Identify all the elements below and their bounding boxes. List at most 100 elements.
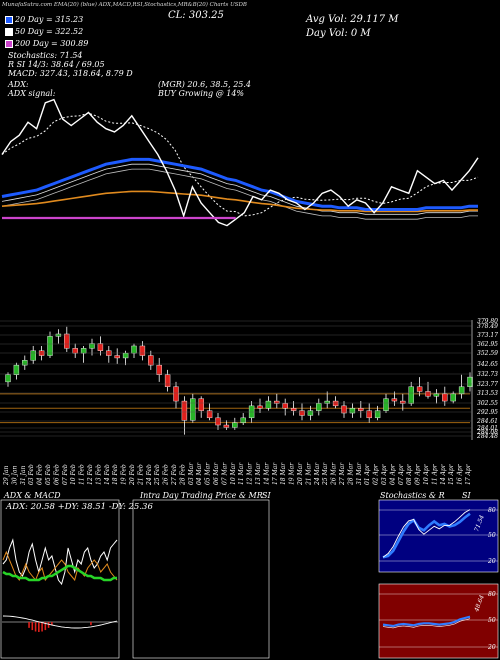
rsi-level-label: 20 xyxy=(487,644,496,651)
candle-body xyxy=(374,410,381,419)
candle-body xyxy=(13,364,20,375)
date-tick-label: 11 Mar xyxy=(238,462,245,485)
date-tick-label: 10 Mar xyxy=(230,462,237,485)
price-tick-label: 378.49 xyxy=(477,323,498,330)
candle-body xyxy=(173,386,179,402)
date-tick-label: 30 Jan xyxy=(11,465,18,485)
candle-body xyxy=(265,400,272,409)
date-tick-label: 19 Mar xyxy=(289,462,296,485)
date-tick-label: 10 Feb xyxy=(70,464,77,485)
price-tick-label: 284.08 xyxy=(476,429,498,436)
date-tick-label: 18 Mar xyxy=(280,462,287,485)
candle-body xyxy=(181,400,188,421)
ribbon-line-2 xyxy=(1,168,478,220)
date-tick-label: 03 Mar xyxy=(188,462,195,485)
ema50-swatch xyxy=(5,28,13,36)
date-tick-label: 14 Mar xyxy=(263,462,270,485)
price-tick-label: 352.59 xyxy=(477,350,498,357)
date-tick-label: 28 Feb xyxy=(179,464,186,486)
candle-body xyxy=(450,393,456,402)
date-tick-label: 06 Feb xyxy=(53,464,60,485)
candle-body xyxy=(206,410,213,419)
macd-readout: MACD: 327.43, 318.64, 8.79 D xyxy=(8,69,133,78)
date-tick-label: 14 Feb xyxy=(104,464,111,485)
date-tick-label: 05 Feb xyxy=(45,464,52,485)
candlestick-chart xyxy=(0,326,473,435)
price-tick-label: 292.95 xyxy=(476,409,498,416)
date-tick-label: 05 Mar xyxy=(205,462,212,485)
ticker-strip: MunafaSutra.com EMA(20) (blue) ADX,MACD,… xyxy=(2,2,247,8)
date-tick-label: 13 Mar xyxy=(255,462,262,485)
date-tick-label: 14 Apr xyxy=(440,463,447,485)
date-tick-label: 10 Apr xyxy=(423,463,430,485)
date-tick-label: 18 Feb xyxy=(112,464,119,485)
date-tick-label: 16 Apr xyxy=(457,463,464,485)
candle-body xyxy=(89,343,95,349)
rsi-signal-line xyxy=(382,618,471,629)
date-tick-label: 07 Feb xyxy=(62,464,69,485)
candle-body xyxy=(215,417,221,426)
candle-body xyxy=(139,345,146,356)
candle-body xyxy=(400,400,406,404)
date-tick-label: 07 Apr xyxy=(398,463,405,485)
macd-line xyxy=(2,615,118,629)
candle-body xyxy=(324,400,330,404)
date-tick-label: 29 Jan xyxy=(3,465,10,486)
day-volume: Day Vol: 0 M xyxy=(306,28,371,39)
stoch-title-si: SI xyxy=(462,491,471,500)
candle-body xyxy=(358,408,364,411)
intraday-title-si: SI xyxy=(262,491,271,500)
date-tick-label: 17 Apr xyxy=(465,463,472,485)
candle-body xyxy=(164,374,171,387)
candle-body xyxy=(408,386,414,404)
ema200-swatch xyxy=(5,40,13,48)
date-tick-label: 12 Feb xyxy=(87,464,94,485)
candle-body xyxy=(198,398,204,411)
price-tick-label: 342.65 xyxy=(477,361,498,368)
date-tick-label: 31 Mar xyxy=(356,462,363,485)
candle-body xyxy=(114,355,120,359)
date-tick-label: 28 Mar xyxy=(347,462,354,486)
candle-body xyxy=(383,398,389,411)
date-tick-label: 13 Feb xyxy=(95,464,102,485)
ema20-value: 20 Day = 315.23 xyxy=(15,15,84,24)
price-tick-label: 313.53 xyxy=(477,390,498,397)
ema20-line xyxy=(1,157,478,211)
date-tick-label: 24 Feb xyxy=(146,464,153,486)
candle-body xyxy=(240,417,246,423)
rsi-line xyxy=(382,615,471,628)
ema200-value: 200 Day = 300.89 xyxy=(15,39,89,48)
adx-readout: ADX: 20.58 +DY: 38.51 -DY: 25.36 xyxy=(6,502,153,512)
candle-body xyxy=(391,398,398,402)
date-tick-label: 03 Feb xyxy=(28,464,35,485)
price-tick-label: 373.17 xyxy=(477,332,498,339)
intraday-panel-frame xyxy=(132,499,270,659)
candle-body xyxy=(290,408,297,411)
candle-body xyxy=(442,393,448,402)
price-tick-label: 302.55 xyxy=(477,400,498,407)
candle-body xyxy=(467,376,473,387)
date-tick-label: 25 Feb xyxy=(154,464,161,486)
date-tick-label: 27 Feb xyxy=(171,464,178,486)
price-tick-label: 332.73 xyxy=(477,371,498,378)
date-tick-label: 06 Mar xyxy=(213,462,220,485)
candle-body xyxy=(30,350,36,361)
candle-body xyxy=(47,336,53,356)
candle-body xyxy=(425,391,431,397)
date-tick-label: 04 Apr xyxy=(389,463,396,485)
candle-body xyxy=(232,422,238,428)
price-tick-label: 323.77 xyxy=(477,381,498,388)
buy-signal: BUY Growing @ 14% xyxy=(158,89,245,98)
price-tick-label: 284.48 xyxy=(476,433,498,440)
date-tick-label: 20 Mar xyxy=(297,462,304,486)
candle-body xyxy=(72,348,78,354)
date-tick-label: 03 Apr xyxy=(381,463,388,485)
stochastics-readout: Stochastics: 71.54 xyxy=(8,51,83,60)
date-tick-label: 26 Feb xyxy=(163,464,170,486)
ribbon-line-1 xyxy=(1,163,478,215)
date-tick-label: 21 Feb xyxy=(137,464,144,486)
date-tick-label: 21 Mar xyxy=(305,462,312,486)
